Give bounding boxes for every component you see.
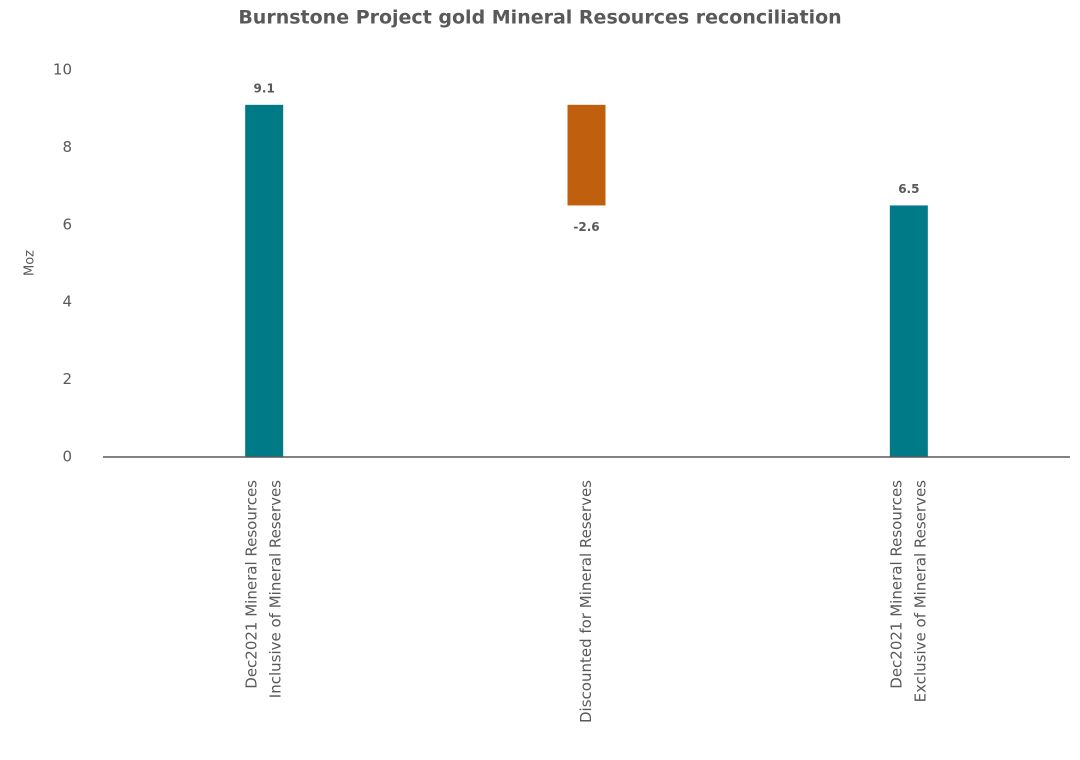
value-label: -2.6 [573, 220, 599, 234]
chart-title: Burnstone Project gold Mineral Resources… [238, 7, 841, 29]
y-axis-label: Moz [23, 250, 38, 276]
value-label: 9.1 [254, 81, 275, 95]
bar [245, 104, 284, 457]
y-tick-label: 0 [62, 448, 72, 466]
x-tick-label: Discounted for Mineral Reserves [577, 480, 595, 723]
x-tick-label: Exclusive of Mineral Reserves [911, 480, 929, 703]
y-tick-label: 6 [62, 215, 72, 233]
x-tick-label: Inclusive of Mineral Reserves [267, 480, 285, 698]
y-tick-label: 10 [53, 61, 72, 79]
x-tick-label: Dec2021 Mineral Resources [243, 480, 261, 689]
y-tick-label: 8 [62, 138, 72, 156]
y-tick-label: 2 [62, 370, 72, 388]
y-tick-label: 4 [62, 293, 72, 311]
bar [889, 205, 928, 457]
value-label: 6.5 [898, 182, 919, 196]
bar [567, 104, 606, 206]
x-tick-label: Dec2021 Mineral Resources [887, 480, 905, 689]
